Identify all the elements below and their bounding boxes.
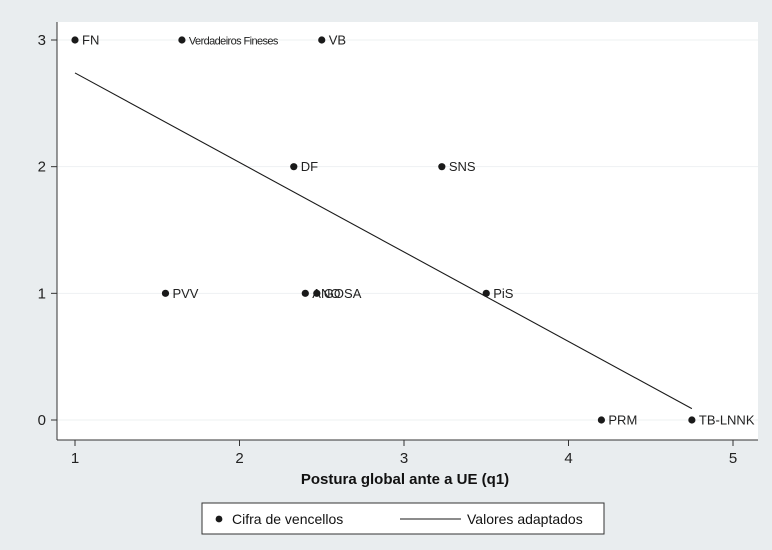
point-label-7: GOSA — [324, 286, 362, 301]
data-point-7 — [313, 289, 321, 297]
x-tick-label-3: 4 — [564, 450, 572, 467]
x-tick-label-2: 3 — [400, 450, 408, 467]
point-label-5: PVV — [172, 286, 198, 301]
x-tick-label-0: 1 — [71, 450, 79, 467]
data-point-5 — [161, 289, 170, 297]
y-tick-label-3: 3 — [38, 32, 46, 49]
legend-marker — [215, 515, 223, 523]
point-label-8: PiS — [493, 286, 514, 301]
point-label-6: ANO — [312, 286, 340, 301]
data-point-8 — [482, 289, 490, 297]
plot-area — [57, 22, 758, 440]
data-point-2 — [318, 36, 326, 44]
legend-label-line: Valores adaptados — [467, 511, 583, 527]
data-point-0 — [71, 36, 79, 44]
data-point-1 — [178, 36, 186, 44]
legend: Cifra de vencellos Valores adaptados — [201, 502, 605, 535]
y-tick-label-1: 1 — [38, 285, 46, 302]
data-point-10 — [688, 416, 696, 424]
y-tick-label-0: 0 — [38, 412, 46, 429]
point-label-4: SNS — [449, 159, 476, 174]
fitted-values-line — [74, 72, 693, 410]
point-label-10: TB-LNNK — [699, 413, 755, 428]
grid-lines — [57, 39, 758, 421]
point-label-3: DF — [301, 159, 318, 174]
y-tick-label-2: 2 — [38, 159, 46, 176]
legend-label-points: Cifra de vencellos — [232, 511, 343, 527]
x-tick-label-1: 2 — [235, 450, 243, 467]
data-point-9 — [597, 416, 606, 424]
axes: 0 1 2 3 1 2 3 4 5 — [38, 22, 758, 467]
fitted-line-layer — [74, 72, 693, 410]
data-point-6 — [301, 289, 309, 297]
point-label-0: FN — [82, 33, 99, 48]
point-label-9: PRM — [608, 413, 637, 428]
point-label-1: Verdadeiros Fineses — [189, 36, 279, 48]
data-point-4 — [438, 163, 446, 171]
data-point-3 — [290, 163, 298, 171]
x-axis-label: Postura global ante a UE (q1) — [301, 471, 509, 488]
point-label-2: VB — [329, 33, 346, 48]
x-tick-label-4: 5 — [729, 450, 737, 467]
